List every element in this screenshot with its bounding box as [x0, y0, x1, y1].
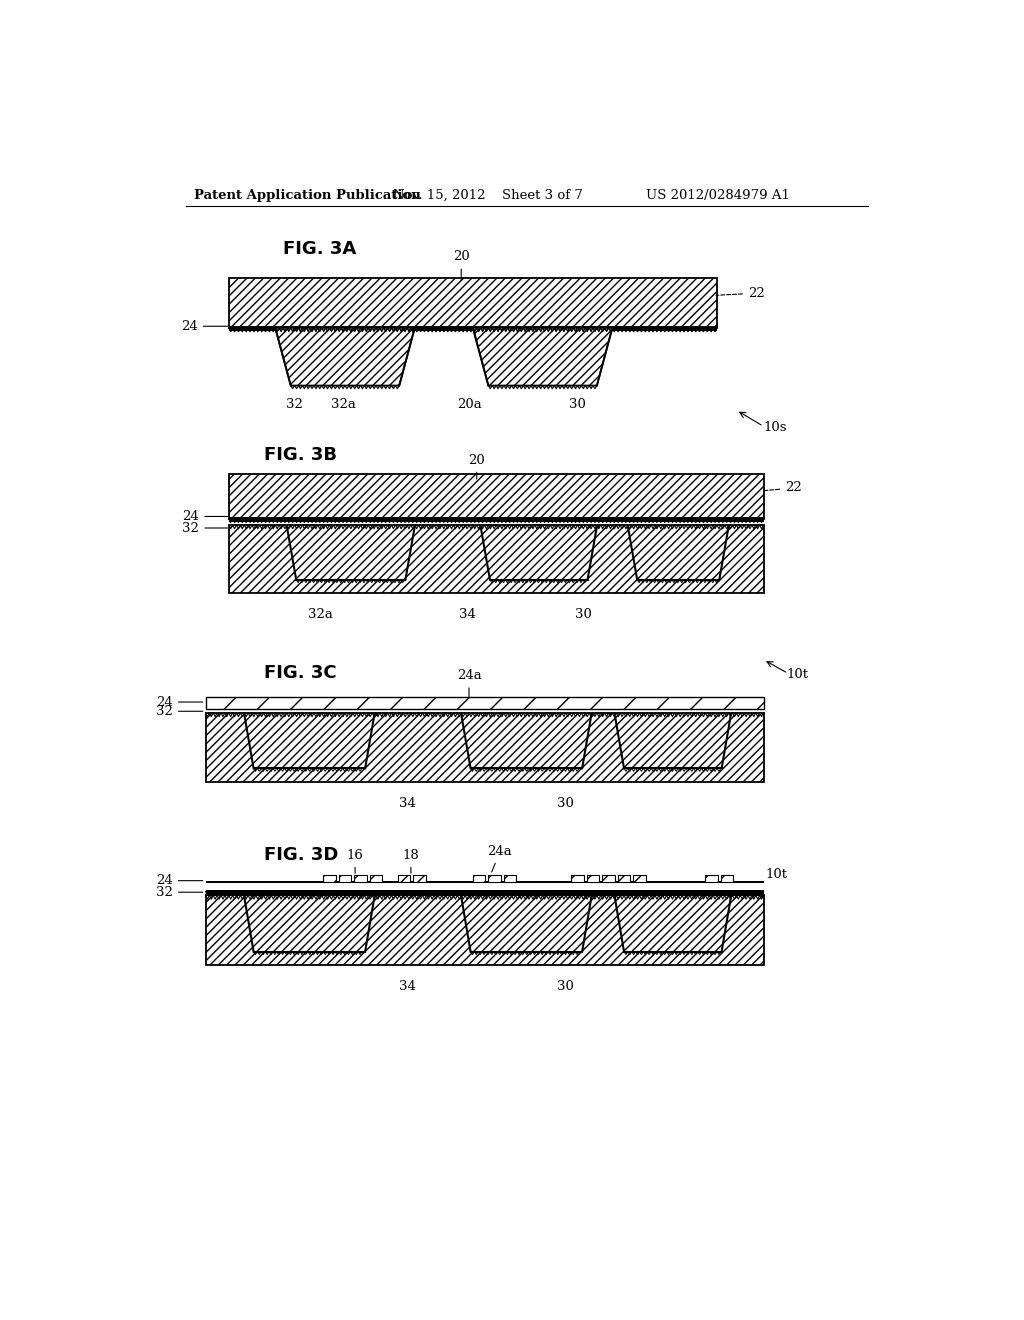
Text: 24: 24: [182, 510, 227, 523]
Bar: [206, 697, 764, 709]
Text: FIG. 3D: FIG. 3D: [263, 846, 338, 865]
Bar: [339, 875, 351, 882]
Text: 16: 16: [347, 849, 364, 874]
Text: 18: 18: [402, 849, 419, 874]
Text: Sheet 3 of 7: Sheet 3 of 7: [502, 189, 583, 202]
Polygon shape: [245, 714, 375, 768]
Text: 34: 34: [398, 979, 416, 993]
Text: 10s: 10s: [764, 421, 787, 434]
Bar: [602, 875, 614, 882]
Polygon shape: [287, 527, 415, 579]
Text: 22: 22: [763, 482, 802, 495]
Polygon shape: [275, 327, 415, 385]
Bar: [228, 326, 717, 331]
Bar: [228, 277, 717, 327]
Text: 10t: 10t: [786, 668, 809, 681]
Bar: [228, 517, 764, 521]
Text: 32: 32: [156, 705, 203, 718]
Text: 32a: 32a: [331, 399, 356, 412]
Bar: [721, 875, 733, 882]
Bar: [206, 895, 764, 965]
Bar: [228, 525, 764, 594]
Bar: [228, 474, 764, 519]
Bar: [706, 875, 718, 882]
Polygon shape: [480, 527, 597, 579]
Text: FIG. 3C: FIG. 3C: [263, 664, 336, 681]
Bar: [206, 713, 764, 781]
Bar: [633, 875, 646, 882]
Text: 32a: 32a: [308, 607, 333, 620]
Bar: [587, 875, 599, 882]
Bar: [397, 875, 410, 882]
Text: 30: 30: [557, 979, 574, 993]
Polygon shape: [245, 896, 375, 952]
Text: 32: 32: [182, 521, 227, 535]
Text: FIG. 3B: FIG. 3B: [263, 446, 337, 463]
Text: 34: 34: [459, 607, 476, 620]
Text: 10t: 10t: [765, 869, 787, 880]
Polygon shape: [461, 896, 592, 952]
Text: FIG. 3A: FIG. 3A: [283, 240, 356, 259]
Text: 30: 30: [557, 797, 574, 810]
Text: 20a: 20a: [457, 399, 481, 412]
Bar: [354, 875, 367, 882]
Text: 20: 20: [453, 251, 470, 280]
Bar: [206, 890, 764, 895]
Text: Nov. 15, 2012: Nov. 15, 2012: [393, 189, 485, 202]
Bar: [206, 880, 764, 883]
Polygon shape: [473, 327, 612, 385]
Text: 30: 30: [569, 399, 586, 412]
Text: 32: 32: [156, 886, 203, 899]
Bar: [504, 875, 516, 882]
Bar: [370, 875, 382, 882]
Bar: [617, 875, 630, 882]
Text: 30: 30: [575, 607, 592, 620]
Text: 34: 34: [398, 797, 416, 810]
Bar: [473, 875, 485, 882]
Polygon shape: [614, 896, 731, 952]
Text: 24: 24: [181, 319, 227, 333]
Text: 24: 24: [157, 696, 203, 709]
Polygon shape: [628, 527, 729, 579]
Text: 24a: 24a: [487, 845, 512, 873]
Text: 20: 20: [468, 454, 485, 479]
Bar: [324, 875, 336, 882]
Bar: [571, 875, 584, 882]
Polygon shape: [614, 714, 731, 768]
Polygon shape: [461, 714, 592, 768]
Bar: [488, 875, 501, 882]
Text: 32: 32: [286, 399, 303, 412]
Text: Patent Application Publication: Patent Application Publication: [194, 189, 421, 202]
Bar: [414, 875, 426, 882]
Text: 24a: 24a: [457, 669, 481, 698]
Text: 22: 22: [716, 286, 765, 300]
Text: 24: 24: [157, 874, 203, 887]
Text: US 2012/0284979 A1: US 2012/0284979 A1: [646, 189, 790, 202]
